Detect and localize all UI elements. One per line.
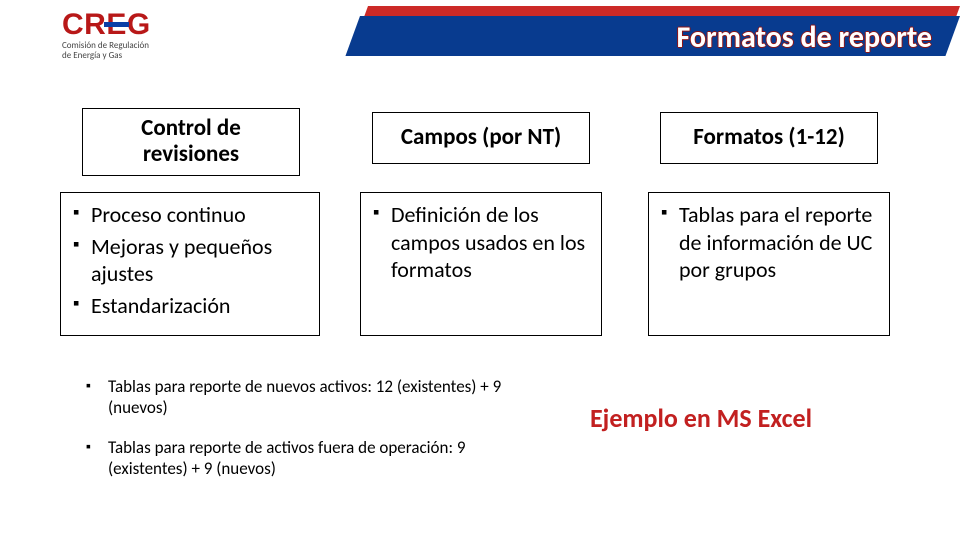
list-item: Mejoras y pequeños ajustes bbox=[91, 233, 305, 288]
box-title-2: Campos (por NT) bbox=[373, 113, 589, 156]
logo-letter-c: C bbox=[62, 8, 84, 41]
slide-title: Formatos de reporte bbox=[676, 12, 932, 62]
logo-letter-r: R bbox=[84, 8, 106, 41]
list-item: Tablas para reporte de nuevos activos: 1… bbox=[86, 376, 506, 419]
box-title-1: Control de revisiones bbox=[83, 109, 299, 174]
logo-subtitle: Comisión de Regulación de Energía y Gas bbox=[62, 41, 207, 61]
lower-list: Tablas para reporte de nuevos activos: 1… bbox=[86, 376, 506, 479]
box-formatos-1-12: Formatos (1-12) bbox=[660, 112, 878, 164]
box-campos-nt: Campos (por NT) bbox=[372, 112, 590, 164]
content-box-3: Tablas para el reporte de información de… bbox=[648, 192, 890, 336]
box-title-3: Formatos (1-12) bbox=[661, 113, 877, 156]
list-item: Tablas para el reporte de información de… bbox=[679, 201, 875, 284]
box-control-revisiones: Control de revisiones bbox=[82, 108, 300, 176]
list-item: Proceso continuo bbox=[91, 201, 305, 229]
box1-title-line1: Control de bbox=[141, 114, 241, 142]
lower-section: Tablas para reporte de nuevos activos: 1… bbox=[86, 376, 506, 497]
content-box-2: Definición de los campos usados en los f… bbox=[360, 192, 602, 336]
logo: CREG Comisión de Regulación de Energía y… bbox=[62, 10, 207, 56]
content-box-1: Proceso continuo Mejoras y pequeños ajus… bbox=[60, 192, 320, 336]
list-item: Estandarización bbox=[91, 292, 305, 320]
logo-subtitle-line2: de Energía y Gas bbox=[62, 50, 122, 61]
logo-letter-e: E bbox=[106, 10, 127, 40]
example-link[interactable]: Ejemplo en MS Excel bbox=[590, 402, 812, 434]
logo-wordmark: CREG bbox=[62, 10, 207, 40]
content-list-2: Definición de los campos usados en los f… bbox=[361, 193, 601, 296]
title-banner: Formatos de reporte bbox=[360, 6, 960, 56]
header: CREG Comisión de Regulación de Energía y… bbox=[0, 0, 960, 62]
logo-letter-g: G bbox=[127, 8, 151, 41]
list-item: Definición de los campos usados en los f… bbox=[391, 201, 587, 284]
box1-title-line2: revisiones bbox=[143, 140, 239, 168]
content-list-3: Tablas para el reporte de información de… bbox=[649, 193, 889, 296]
list-item: Tablas para reporte de activos fuera de … bbox=[86, 437, 506, 480]
content-list-1: Proceso continuo Mejoras y pequeños ajus… bbox=[61, 193, 319, 331]
